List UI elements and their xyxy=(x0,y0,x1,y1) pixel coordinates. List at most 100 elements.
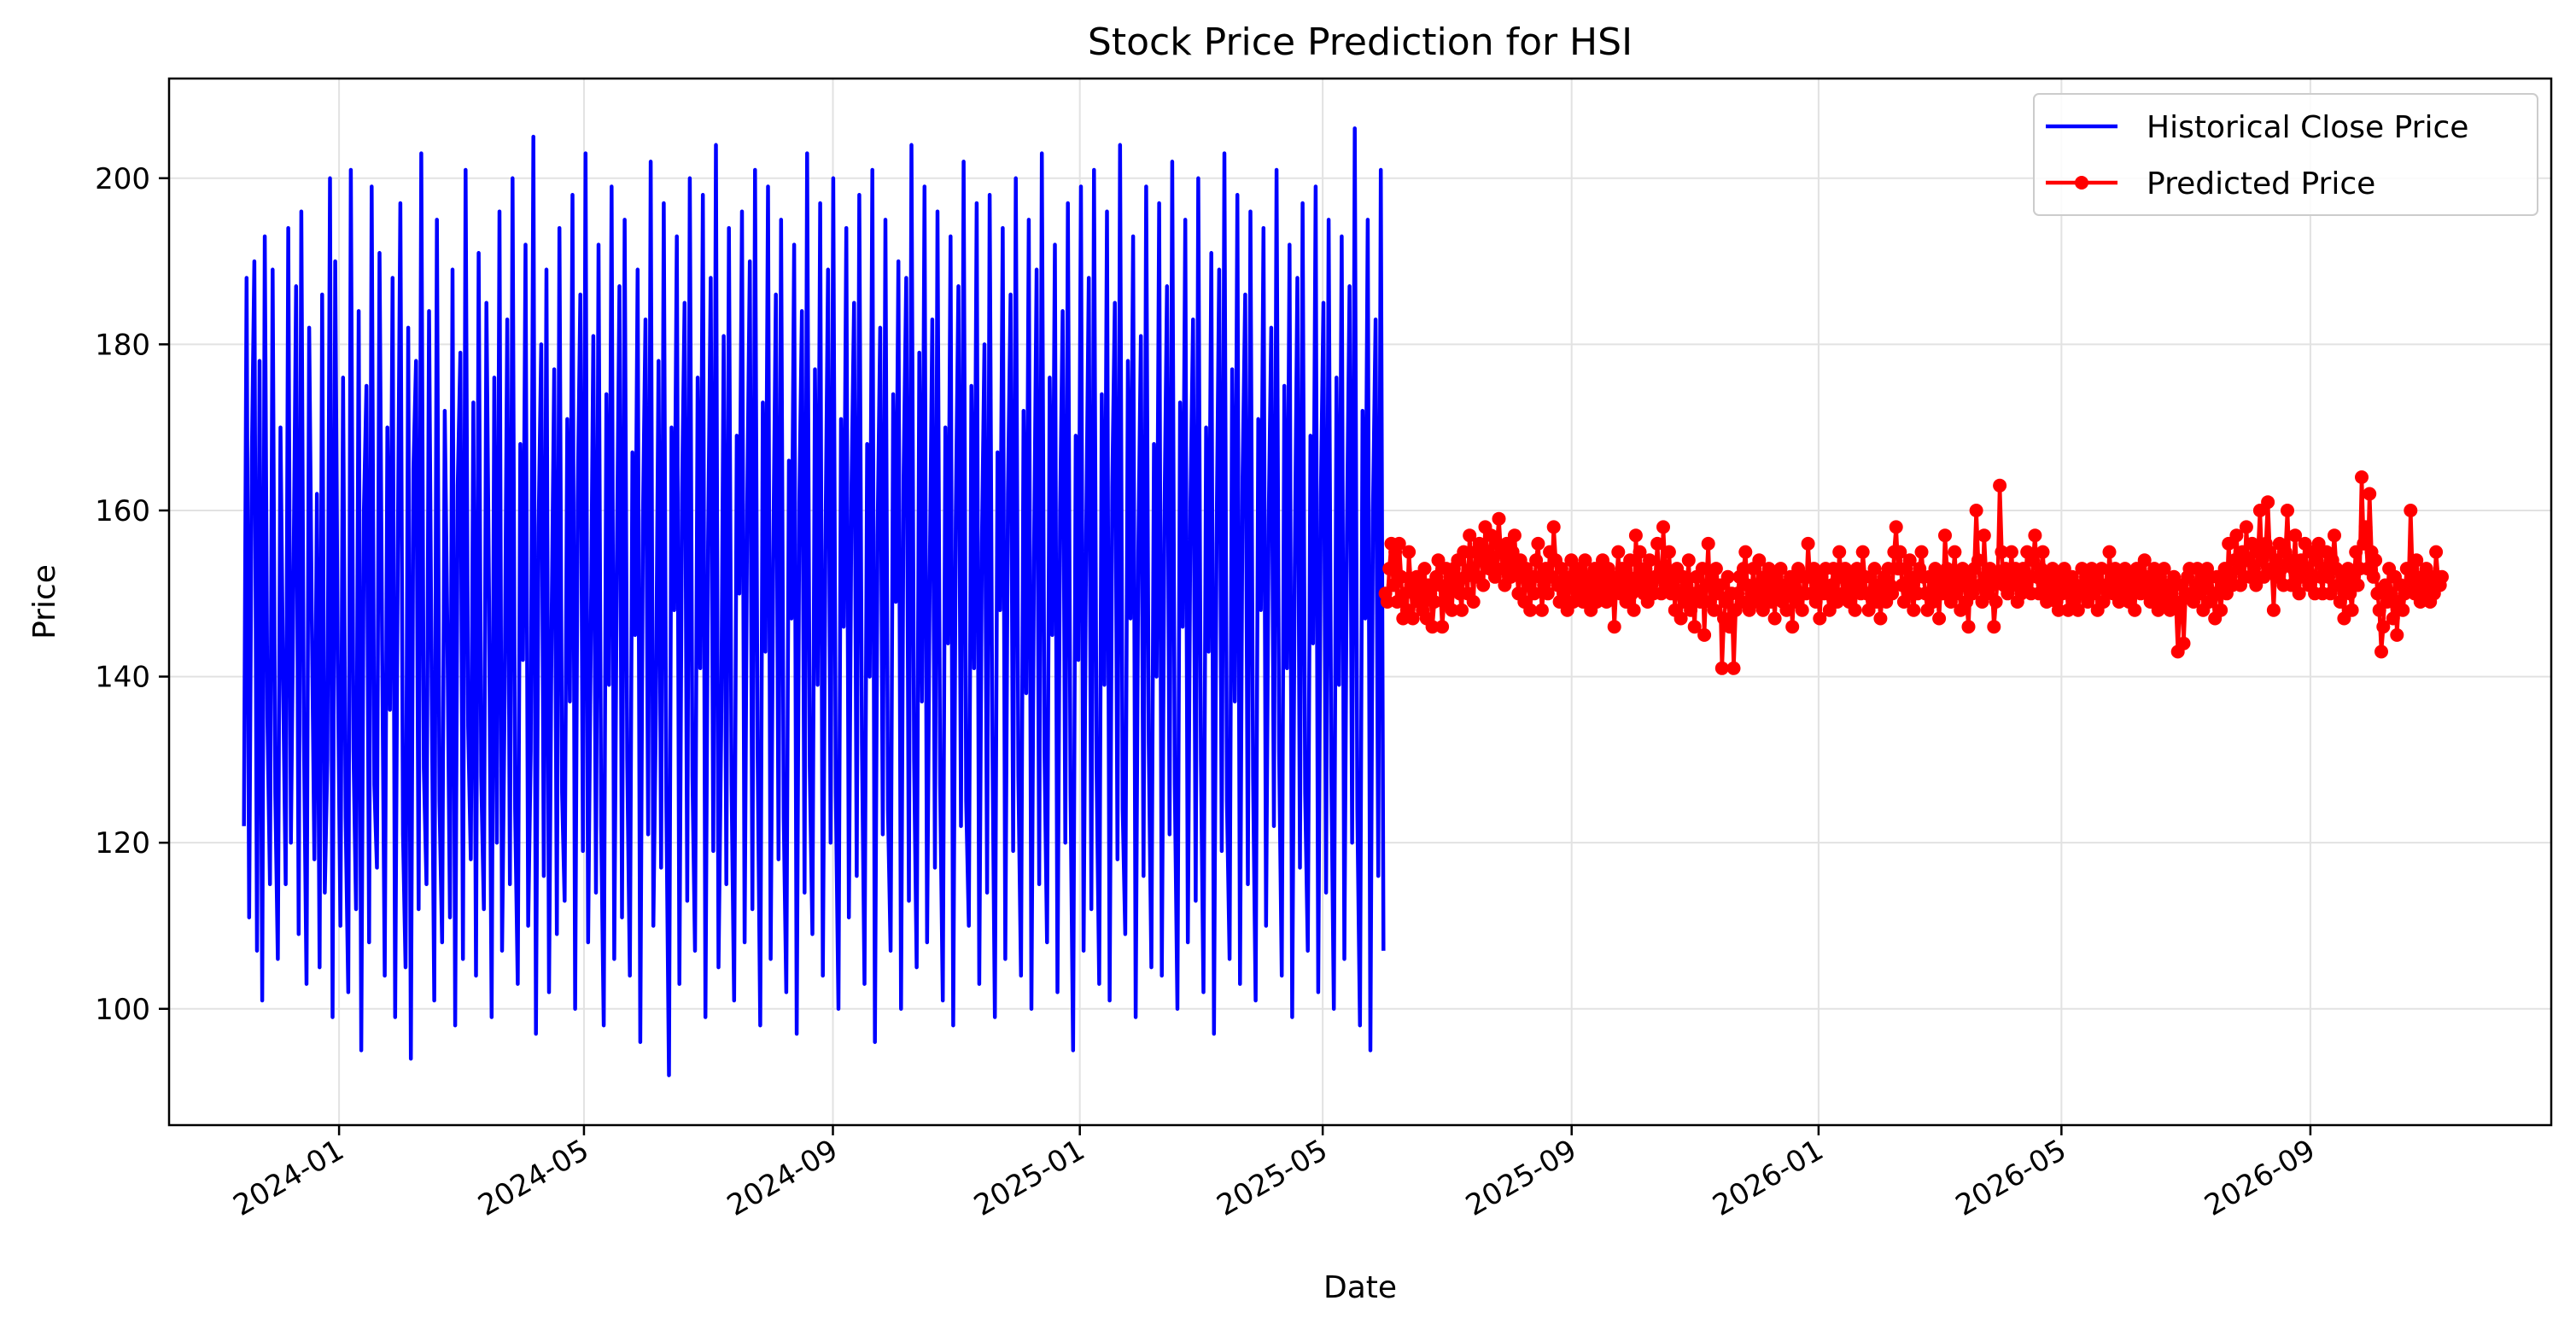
data-point xyxy=(2369,553,2383,568)
data-point xyxy=(1405,611,1420,626)
data-point xyxy=(1382,562,1397,576)
data-point xyxy=(1435,620,1450,634)
data-point xyxy=(2004,545,2018,559)
data-point xyxy=(1466,595,1481,609)
data-point xyxy=(1855,545,1870,559)
data-point xyxy=(1625,586,1639,601)
legend-label-historical: Historical Close Price xyxy=(2147,110,2468,145)
y-axis-label: Price xyxy=(27,564,62,639)
data-point xyxy=(2435,569,2449,584)
data-point xyxy=(2429,545,2444,559)
data-point xyxy=(2292,586,2306,601)
data-point xyxy=(2374,645,2388,659)
data-point xyxy=(2051,603,2065,617)
data-point xyxy=(1885,586,1900,601)
data-point xyxy=(1773,562,1788,576)
data-point xyxy=(1457,545,1471,559)
data-point xyxy=(1737,562,1750,576)
legend-box xyxy=(2033,93,2538,216)
data-point xyxy=(1707,603,1721,617)
data-point xyxy=(2102,545,2117,559)
data-point xyxy=(1540,586,1555,601)
legend-label-predicted: Predicted Price xyxy=(2147,166,2375,201)
y-tick-label: 160 xyxy=(95,494,150,528)
data-point xyxy=(1492,511,1506,526)
data-point xyxy=(1701,536,1715,551)
data-point xyxy=(2355,470,2369,484)
data-point xyxy=(1752,553,1767,568)
data-point xyxy=(1476,578,1491,592)
data-point xyxy=(2345,603,2359,617)
data-point xyxy=(2351,578,2365,592)
data-point xyxy=(1948,545,1962,559)
data-point xyxy=(1527,586,1541,601)
chart-title: Stock Price Prediction for HSI xyxy=(1088,20,1633,64)
data-point xyxy=(1697,627,1712,642)
data-point xyxy=(1714,661,1729,675)
data-point xyxy=(1977,528,1991,543)
data-point xyxy=(1662,545,1676,559)
data-point xyxy=(1402,545,1417,559)
plot-frame xyxy=(167,77,2553,1127)
data-point xyxy=(1785,620,1800,634)
data-point xyxy=(2288,528,2303,543)
data-point xyxy=(1914,545,1929,559)
data-point xyxy=(1578,553,1592,568)
data-point xyxy=(2386,611,2400,626)
data-point xyxy=(1445,603,1459,617)
data-point xyxy=(1938,528,1952,543)
y-tick-label: 100 xyxy=(95,993,150,1027)
data-point xyxy=(2333,595,2347,609)
y-tick-label: 140 xyxy=(95,661,150,695)
legend: Historical Close Price Predicted Price xyxy=(2033,93,2538,216)
y-tick-label: 120 xyxy=(95,826,150,860)
data-point xyxy=(1531,536,1545,551)
data-point xyxy=(1693,595,1708,609)
data-point xyxy=(1674,611,1688,626)
data-point xyxy=(2390,627,2404,642)
data-point xyxy=(1969,504,1983,517)
data-point xyxy=(2363,487,2377,501)
data-point xyxy=(1902,553,1917,568)
data-point xyxy=(1801,536,1815,551)
data-point xyxy=(1425,620,1440,634)
data-point xyxy=(1893,545,1907,559)
y-tick-label: 180 xyxy=(95,328,150,362)
data-point xyxy=(1394,569,1408,584)
series-line-0 xyxy=(242,126,1386,1077)
data-point xyxy=(1995,545,2009,559)
data-point xyxy=(2404,504,2418,517)
data-point xyxy=(2172,603,2187,617)
data-point xyxy=(1523,603,1538,617)
data-point xyxy=(2410,553,2424,568)
data-point xyxy=(2036,545,2050,559)
data-point xyxy=(1907,603,1921,617)
data-point xyxy=(1873,611,1888,626)
data-point xyxy=(2266,603,2281,617)
data-point xyxy=(1867,562,1882,576)
data-point xyxy=(1832,545,1847,559)
data-point xyxy=(2376,620,2391,634)
data-point xyxy=(2261,495,2275,510)
data-point xyxy=(1455,603,1469,617)
data-point xyxy=(1738,545,1753,559)
data-point xyxy=(1427,595,1441,609)
data-point xyxy=(2239,520,2253,534)
data-point xyxy=(1507,528,1522,543)
data-point xyxy=(1627,603,1641,617)
data-point xyxy=(1623,553,1638,568)
data-point xyxy=(1932,611,1947,626)
data-point xyxy=(1848,603,1862,617)
data-point xyxy=(2137,553,2152,568)
data-point xyxy=(1380,595,1394,609)
data-point xyxy=(1611,545,1626,559)
series-layer xyxy=(242,126,2449,1077)
data-point xyxy=(1722,620,1737,634)
data-point xyxy=(1720,569,1735,584)
legend-marker-predicted xyxy=(2075,176,2088,190)
data-point xyxy=(1621,569,1635,584)
data-point xyxy=(1926,595,1941,609)
data-point xyxy=(1463,528,1477,543)
data-point xyxy=(1656,520,1670,534)
